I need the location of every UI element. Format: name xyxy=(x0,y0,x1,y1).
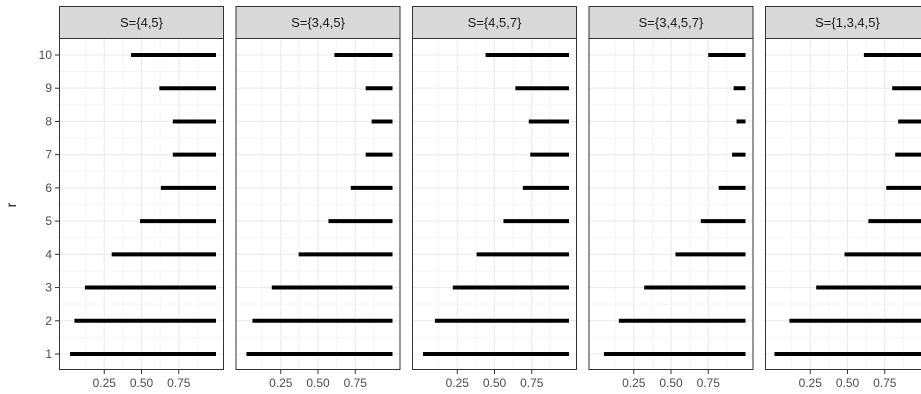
x-tick-label: 0.75 xyxy=(520,376,544,390)
x-tick-label: 0.50 xyxy=(659,376,683,390)
facet-panel: S={4,5,7} 0.25 0.50 0.75 xyxy=(412,6,577,390)
x-tick-label: 0.75 xyxy=(873,376,897,390)
facet-panels: S={4,5} 0.25 0.50 0.75 S={3,4,5} 0.25 0.50 0.75… xyxy=(59,6,921,390)
y-tick-label: 3 xyxy=(45,281,52,295)
x-tick-label: 0.50 xyxy=(483,376,507,390)
y-tick-label: 4 xyxy=(45,247,52,261)
x-tick-label: 0.25 xyxy=(622,376,646,390)
x-tick-label: 0.75 xyxy=(697,376,721,390)
facet-strip-label: S={3,4,5,7} xyxy=(639,15,704,30)
facet-strip xyxy=(412,6,577,39)
x-tick-label: 0.25 xyxy=(799,376,823,390)
x-tick-label: 0.75 xyxy=(344,376,368,390)
facet-strip-label: S={4,5} xyxy=(120,15,164,30)
y-axis-title: r xyxy=(3,202,19,207)
facet-strip xyxy=(588,6,754,39)
y-tick-label: 9 xyxy=(45,81,52,95)
facet-panel: S={4,5} 0.25 0.50 0.75 xyxy=(59,6,224,390)
facet-strip-label: S={4,5,7} xyxy=(468,15,523,30)
y-tick-label: 1 xyxy=(45,347,52,361)
x-tick-label: 0.50 xyxy=(130,376,154,390)
x-tick-label: 0.75 xyxy=(167,376,191,390)
facet-strip-label: S={1,3,4,5} xyxy=(815,15,880,30)
x-tick-label: 0.25 xyxy=(93,376,117,390)
y-tick-label: 8 xyxy=(45,114,52,128)
facet-panel: S={3,4,5,7} 0.25 0.50 0.75 xyxy=(588,6,754,390)
facet-panel: S={3,4,5} 0.25 0.50 0.75 xyxy=(235,6,401,390)
x-tick-label: 0.50 xyxy=(306,376,330,390)
facet-strip xyxy=(59,6,224,39)
y-tick-label: 10 xyxy=(39,48,53,62)
facet-strip xyxy=(765,6,921,39)
y-tick-label: 2 xyxy=(45,314,52,328)
y-tick-label: 5 xyxy=(45,214,52,228)
facet-strip-label: S={3,4,5} xyxy=(291,15,346,30)
facet-panel: S={1,3,4,5} 0.25 0.50 0.75 xyxy=(765,6,921,390)
y-axis: 1 2 3 4 5 6 7 8 9 10 xyxy=(39,48,59,361)
x-tick-label: 0.25 xyxy=(446,376,470,390)
y-tick-label: 6 xyxy=(45,181,52,195)
x-tick-label: 0.25 xyxy=(269,376,293,390)
facet-strip xyxy=(235,6,401,39)
x-tick-label: 0.50 xyxy=(836,376,860,390)
y-tick-label: 7 xyxy=(45,148,52,162)
